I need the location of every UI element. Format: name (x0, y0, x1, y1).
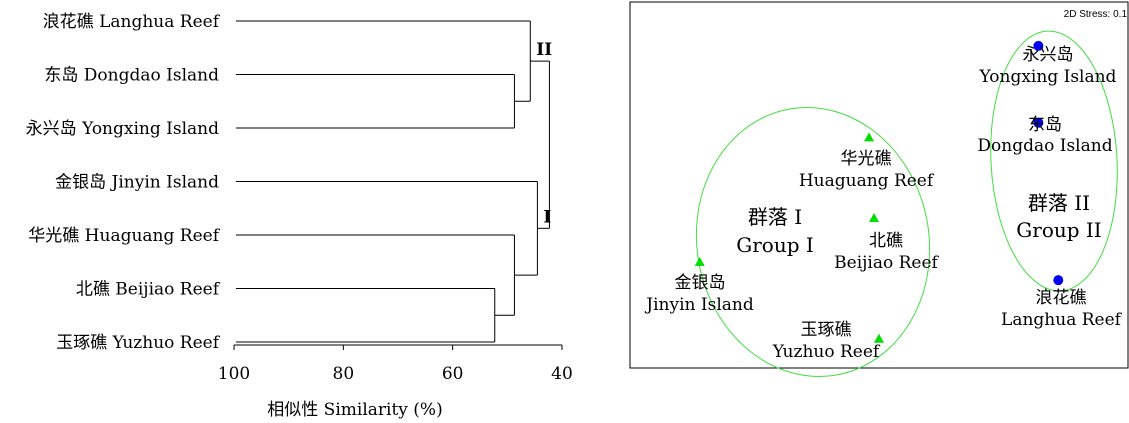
label-dongdao-en: Dongdao Island (977, 136, 1112, 156)
leaf-label: 浪花礁 Langhua Reef (43, 12, 221, 32)
x-tick-label: 60 (442, 364, 464, 384)
x-axis-label: 相似性 Similarity (%) (267, 400, 442, 420)
x-tick-label: 40 (551, 364, 573, 384)
plot-frame (629, 1, 1129, 369)
point-beijiao-reef (869, 212, 880, 222)
leaf-label: 永兴岛 Yongxing Island (26, 119, 219, 139)
point-huaguang-reef (864, 132, 875, 142)
point-dongdao-island (1033, 117, 1044, 128)
group-I-label-cn: 群落 I (748, 205, 802, 229)
dendrogram: 浪花礁 Langhua Reef 东岛 Dongdao Island 永兴岛 Yon… (26, 12, 553, 353)
point-yuzhuo-reef (874, 333, 884, 343)
label-langhua-en: Langhua Reef (1001, 310, 1123, 330)
label-huaguang-cn: 华光礁 (841, 149, 892, 169)
point-yongxing-island (1033, 40, 1044, 51)
label-yongxing-en: Yongxing Island (979, 67, 1117, 87)
label-yuzhuo-cn: 玉琢礁 (801, 320, 852, 340)
label-dongdao-cn: 东岛 (1028, 115, 1062, 135)
label-huaguang-en: Huaguang Reef (799, 171, 935, 191)
label-yongxing-cn: 永兴岛 (1023, 45, 1074, 65)
cluster-label: I (543, 207, 551, 227)
leaf-label: 玉琢礁 Yuzhuo Reef (56, 333, 221, 353)
leaf-label: 金银岛 Jinyin Island (55, 173, 219, 193)
leaf-label: 华光礁 Huaguang Reef (28, 226, 220, 246)
stress-label: 2D Stress: 0.1 (1064, 9, 1128, 20)
leaf-label: 北礁 Beijiao Reef (76, 280, 221, 300)
group-II-ellipse (990, 30, 1118, 292)
label-beijiao-en: Beijiao Reef (834, 253, 939, 273)
point-jinyin-island (694, 256, 705, 266)
similarity-axis: 100 80 60 40 (218, 344, 573, 384)
label-jinyin-en: Jinyin Island (644, 295, 754, 315)
label-beijiao-cn: 北礁 (869, 231, 903, 251)
group-I-label-en: Group I (736, 233, 814, 257)
x-tick-label: 80 (333, 364, 355, 384)
group-II-label-cn: 群落 II (1028, 191, 1090, 215)
cluster-label: II (536, 40, 552, 60)
nmds-plot: 2D Stress: 0.1 群落 I Group I 群落 II Group … (629, 1, 1129, 377)
label-jinyin-cn: 金银岛 (675, 273, 726, 293)
leaf-label: 东岛 Dongdao Island (44, 66, 219, 86)
label-langhua-cn: 浪花礁 (1036, 288, 1087, 308)
group-II-label-en: Group II (1016, 218, 1101, 242)
x-tick-label: 100 (218, 364, 250, 384)
label-yuzhuo-en: Yuzhuo Reef (772, 342, 881, 362)
point-langhua-reef (1053, 275, 1064, 286)
